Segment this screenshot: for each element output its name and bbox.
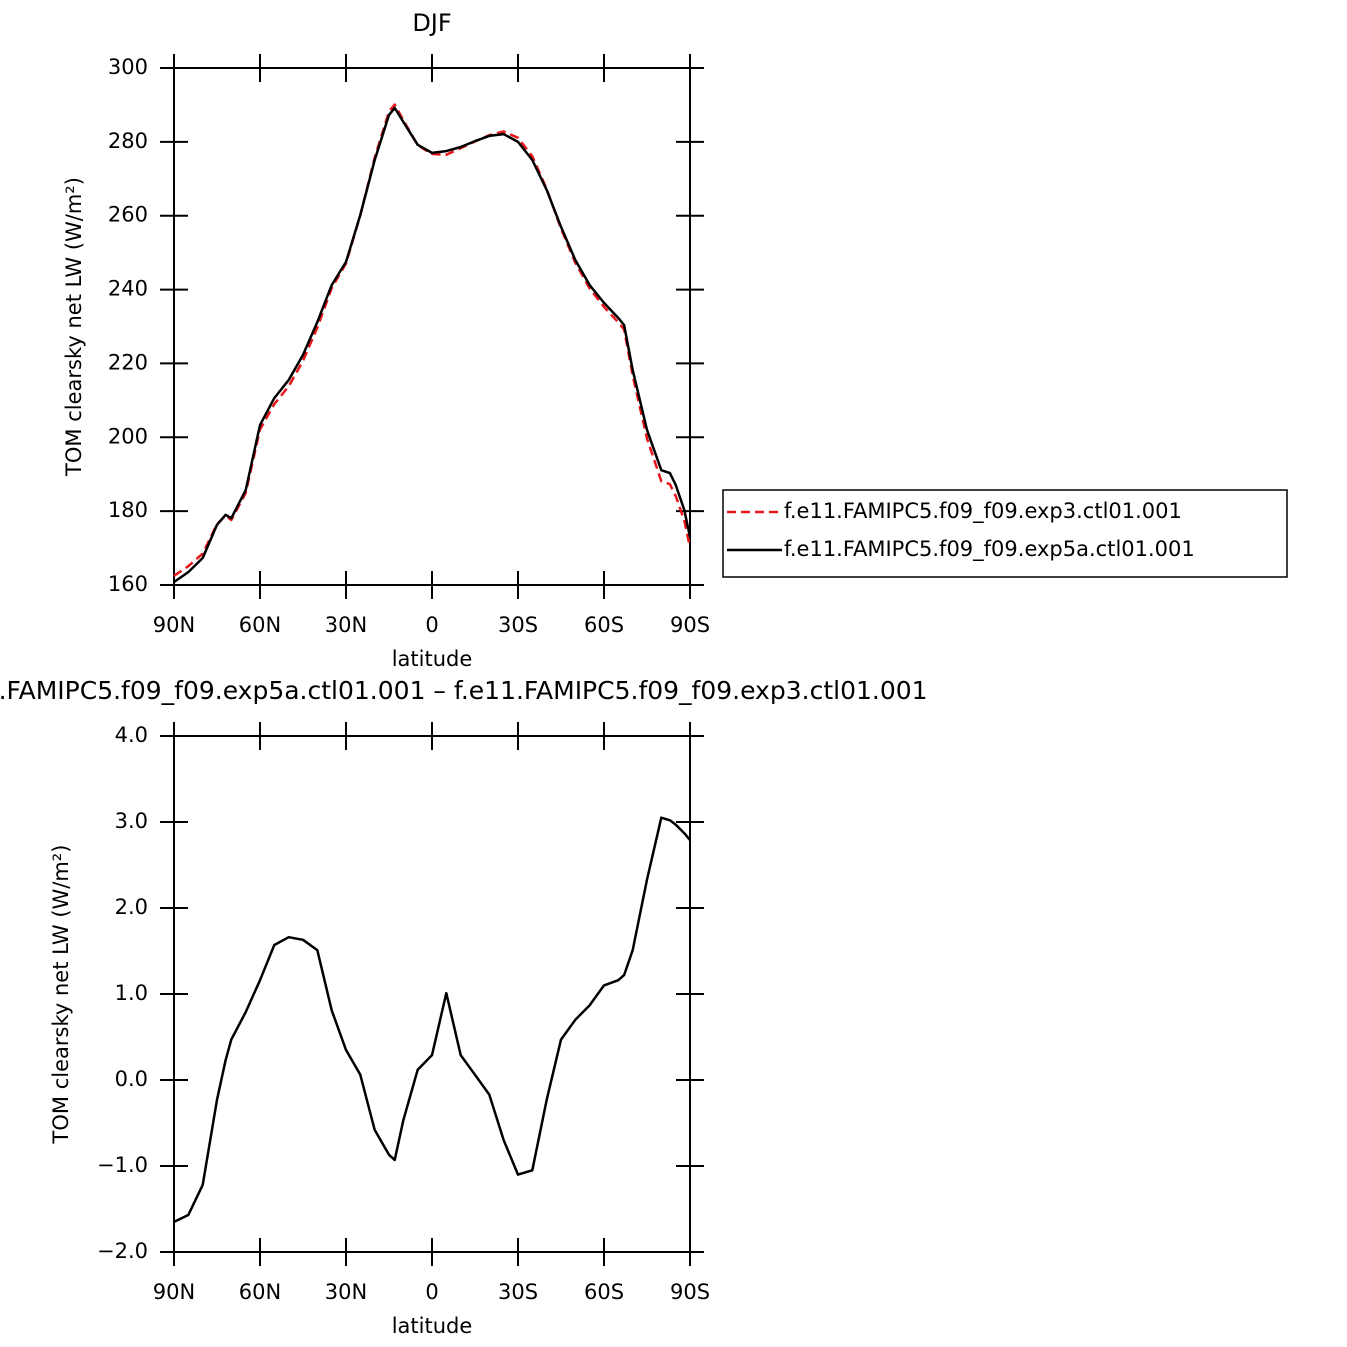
y-tick-label: 240 xyxy=(108,277,148,301)
plot-frame xyxy=(173,67,691,586)
y-axis-label: TOM clearsky net LW (W/m²) xyxy=(49,845,73,1145)
x-tick-label: 60N xyxy=(239,1280,281,1304)
legend-label: f.e11.FAMIPC5.f09_f09.exp3.ctl01.001 xyxy=(784,499,1182,524)
x-tick-label: 90S xyxy=(670,613,710,637)
x-tick-label: 90N xyxy=(153,1280,195,1304)
x-tick-label: 60S xyxy=(584,613,624,637)
x-tick-label: 90S xyxy=(670,1280,710,1304)
y-tick-label: 4.0 xyxy=(115,723,148,747)
legend-box xyxy=(722,489,1288,578)
y-tick-label: −1.0 xyxy=(97,1153,148,1177)
chart-title: DJF xyxy=(412,9,451,37)
x-tick-label: 30S xyxy=(498,613,538,637)
y-tick-label: −2.0 xyxy=(97,1239,148,1263)
data-line xyxy=(173,816,691,1224)
data-line xyxy=(173,103,692,577)
y-tick-label: 180 xyxy=(108,498,148,522)
plot-frame xyxy=(173,735,691,1253)
x-tick-label: 0 xyxy=(425,613,438,637)
y-tick-label: 160 xyxy=(108,572,148,596)
x-axis-label: latitude xyxy=(392,1314,473,1338)
x-axis-label: latitude xyxy=(392,647,473,671)
data-line xyxy=(173,106,692,584)
x-tick-label: 60S xyxy=(584,1280,624,1304)
y-tick-label: 1.0 xyxy=(115,981,148,1005)
y-tick-label: 300 xyxy=(108,55,148,79)
x-tick-label: 30S xyxy=(498,1280,538,1304)
x-tick-label: 0 xyxy=(425,1280,438,1304)
y-axis-label: TOM clearsky net LW (W/m²) xyxy=(62,177,86,477)
x-tick-label: 90N xyxy=(153,613,195,637)
chart-title: f.e11.FAMIPC5.f09_f09.exp5a.ctl01.001 – … xyxy=(0,676,928,705)
x-tick-label: 60N xyxy=(239,613,281,637)
y-tick-label: 0.0 xyxy=(115,1067,148,1091)
y-tick-label: 200 xyxy=(108,424,148,448)
x-tick-label: 30N xyxy=(325,613,367,637)
y-tick-label: 260 xyxy=(108,203,148,227)
legend-label: f.e11.FAMIPC5.f09_f09.exp5a.ctl01.001 xyxy=(784,537,1195,562)
x-tick-label: 30N xyxy=(325,1280,367,1304)
y-tick-label: 280 xyxy=(108,129,148,153)
y-tick-label: 3.0 xyxy=(115,809,148,833)
y-tick-label: 2.0 xyxy=(115,895,148,919)
y-tick-label: 220 xyxy=(108,350,148,374)
